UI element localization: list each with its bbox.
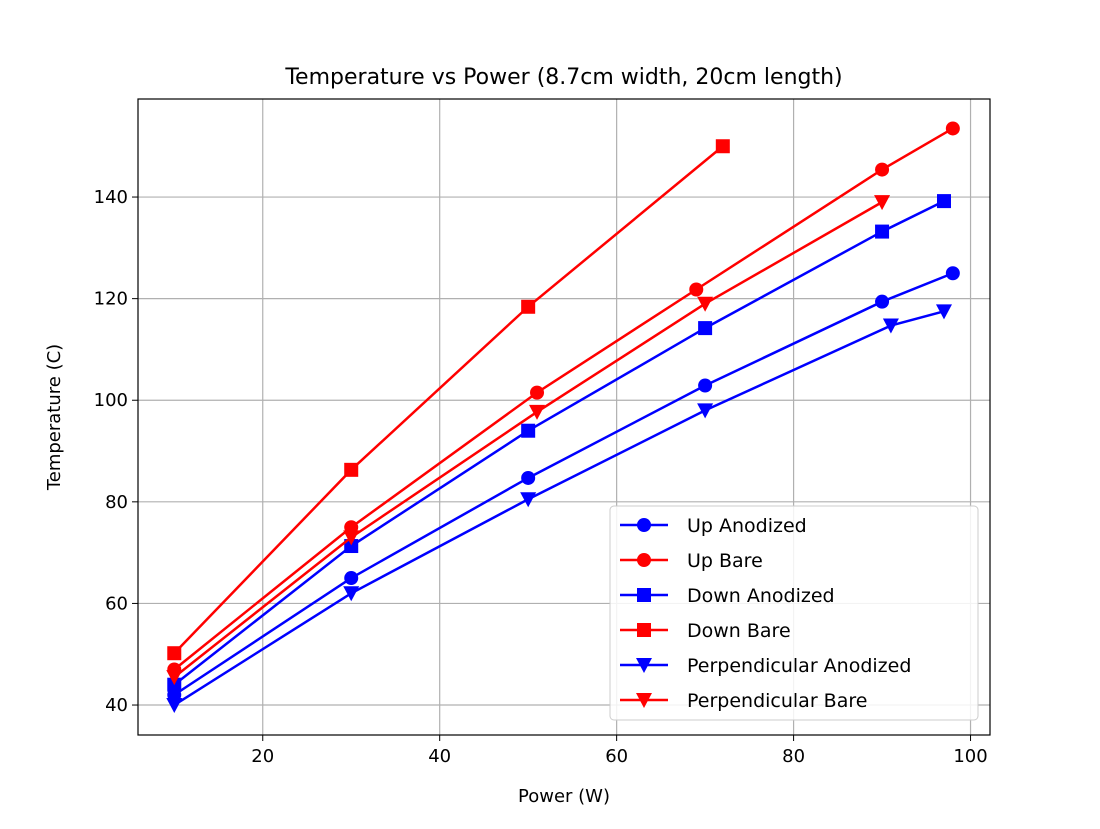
- triangle-down-marker: [874, 195, 891, 211]
- square-marker: [521, 423, 536, 438]
- square-marker: [521, 299, 536, 314]
- legend-item: Down Bare: [620, 620, 791, 642]
- square-marker: [637, 623, 651, 637]
- series-down-bare: [167, 139, 730, 661]
- y-tick-label: 60: [105, 593, 128, 614]
- triangle-down-marker: [520, 492, 537, 508]
- circle-marker: [875, 294, 890, 309]
- x-tick-label: 60: [605, 746, 628, 767]
- square-marker: [698, 321, 713, 336]
- x-axis-label: Power (W): [518, 786, 610, 807]
- series-perpendicular-anodized: [166, 304, 952, 714]
- x-tick-label: 40: [428, 746, 451, 767]
- triangle-down-marker: [935, 304, 952, 320]
- series-line: [173, 145, 724, 655]
- legend-item: Down Anodized: [620, 585, 835, 607]
- legend-label: Up Anodized: [687, 515, 807, 537]
- square-marker: [637, 588, 651, 602]
- legend-label: Perpendicular Anodized: [687, 655, 911, 677]
- series-perpendicular-bare: [166, 195, 891, 686]
- circle-marker: [530, 385, 545, 400]
- circle-marker: [344, 571, 359, 586]
- y-tick-label: 140: [94, 187, 128, 208]
- series-line: [173, 310, 945, 707]
- legend-item: Up Bare: [620, 550, 763, 572]
- chart-title: Temperature vs Power (8.7cm width, 20cm …: [284, 65, 842, 90]
- triangle-down-marker: [882, 318, 899, 334]
- square-marker: [167, 646, 182, 661]
- triangle-down-marker: [529, 404, 546, 420]
- y-tick-label: 80: [105, 492, 128, 513]
- series-down-anodized: [167, 194, 951, 692]
- legend-item: Perpendicular Anodized: [620, 655, 911, 677]
- circle-marker: [875, 162, 890, 177]
- triangle-down-marker: [636, 693, 652, 708]
- legend-label: Down Bare: [687, 620, 791, 642]
- square-marker: [875, 224, 890, 239]
- square-marker: [936, 194, 951, 209]
- legend-label: Up Bare: [687, 550, 763, 572]
- square-marker: [715, 139, 730, 154]
- legend-label: Perpendicular Bare: [687, 690, 867, 712]
- legend-item: Up Anodized: [620, 515, 807, 537]
- circle-marker: [521, 470, 536, 485]
- triangle-down-marker: [636, 658, 652, 673]
- y-tick-label: 40: [105, 695, 128, 716]
- circle-marker: [637, 553, 651, 567]
- series-line: [173, 199, 945, 686]
- triangle-down-marker: [697, 403, 714, 419]
- x-tick-label: 100: [953, 746, 987, 767]
- triangle-down-marker: [166, 698, 183, 714]
- circle-marker: [689, 282, 704, 297]
- x-tick-label: 80: [782, 746, 805, 767]
- series-line: [173, 272, 954, 696]
- legend-box: [609, 505, 979, 721]
- legend-label: Down Anodized: [687, 585, 835, 607]
- circle-marker: [637, 518, 651, 532]
- circle-marker: [945, 121, 960, 136]
- y-axis-label: Temperature (C): [44, 344, 65, 491]
- y-tick-label: 100: [94, 390, 128, 411]
- square-marker: [344, 539, 359, 554]
- x-tick-label: 20: [251, 746, 274, 767]
- plot-frame: [137, 98, 991, 736]
- triangle-down-marker: [166, 670, 183, 686]
- legend-item: Perpendicular Bare: [620, 690, 867, 712]
- circle-marker: [698, 378, 713, 393]
- series-line: [173, 127, 954, 671]
- triangle-down-marker: [343, 530, 360, 546]
- triangle-down-marker: [343, 586, 360, 602]
- triangle-down-marker: [697, 296, 714, 312]
- circle-marker: [945, 266, 960, 281]
- y-tick-label: 120: [94, 289, 128, 310]
- square-marker: [344, 462, 359, 477]
